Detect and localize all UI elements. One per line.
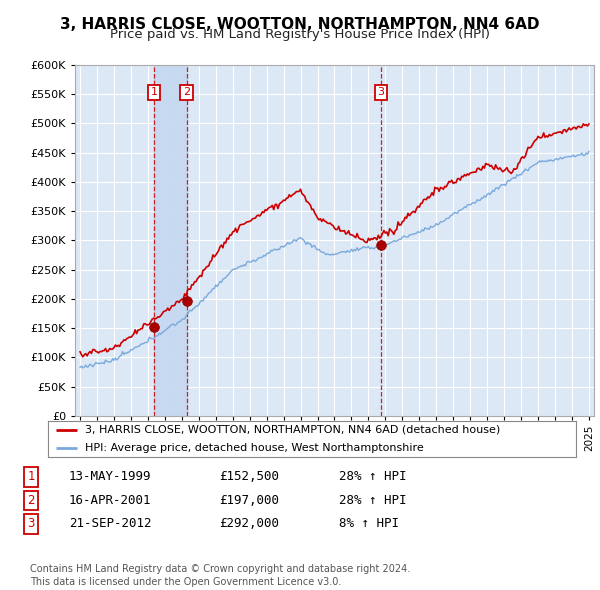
Text: 28% ↑ HPI: 28% ↑ HPI bbox=[339, 494, 407, 507]
Text: HPI: Average price, detached house, West Northamptonshire: HPI: Average price, detached house, West… bbox=[85, 443, 424, 453]
Text: 3, HARRIS CLOSE, WOOTTON, NORTHAMPTON, NN4 6AD: 3, HARRIS CLOSE, WOOTTON, NORTHAMPTON, N… bbox=[60, 17, 540, 31]
Text: 1: 1 bbox=[28, 470, 35, 483]
Text: 1: 1 bbox=[151, 87, 158, 97]
Text: 16-APR-2001: 16-APR-2001 bbox=[69, 494, 151, 507]
Text: 2: 2 bbox=[183, 87, 190, 97]
Text: 3, HARRIS CLOSE, WOOTTON, NORTHAMPTON, NN4 6AD (detached house): 3, HARRIS CLOSE, WOOTTON, NORTHAMPTON, N… bbox=[85, 425, 500, 435]
Text: £197,000: £197,000 bbox=[219, 494, 279, 507]
Text: 21-SEP-2012: 21-SEP-2012 bbox=[69, 517, 151, 530]
Text: 13-MAY-1999: 13-MAY-1999 bbox=[69, 470, 151, 483]
Text: £152,500: £152,500 bbox=[219, 470, 279, 483]
Text: 2: 2 bbox=[28, 494, 35, 507]
Text: £292,000: £292,000 bbox=[219, 517, 279, 530]
Text: Contains HM Land Registry data © Crown copyright and database right 2024.
This d: Contains HM Land Registry data © Crown c… bbox=[30, 564, 410, 587]
Text: 3: 3 bbox=[28, 517, 35, 530]
Text: 3: 3 bbox=[377, 87, 385, 97]
Text: Price paid vs. HM Land Registry's House Price Index (HPI): Price paid vs. HM Land Registry's House … bbox=[110, 28, 490, 41]
Text: 8% ↑ HPI: 8% ↑ HPI bbox=[339, 517, 399, 530]
Bar bbox=[154, 65, 187, 416]
Text: 28% ↑ HPI: 28% ↑ HPI bbox=[339, 470, 407, 483]
